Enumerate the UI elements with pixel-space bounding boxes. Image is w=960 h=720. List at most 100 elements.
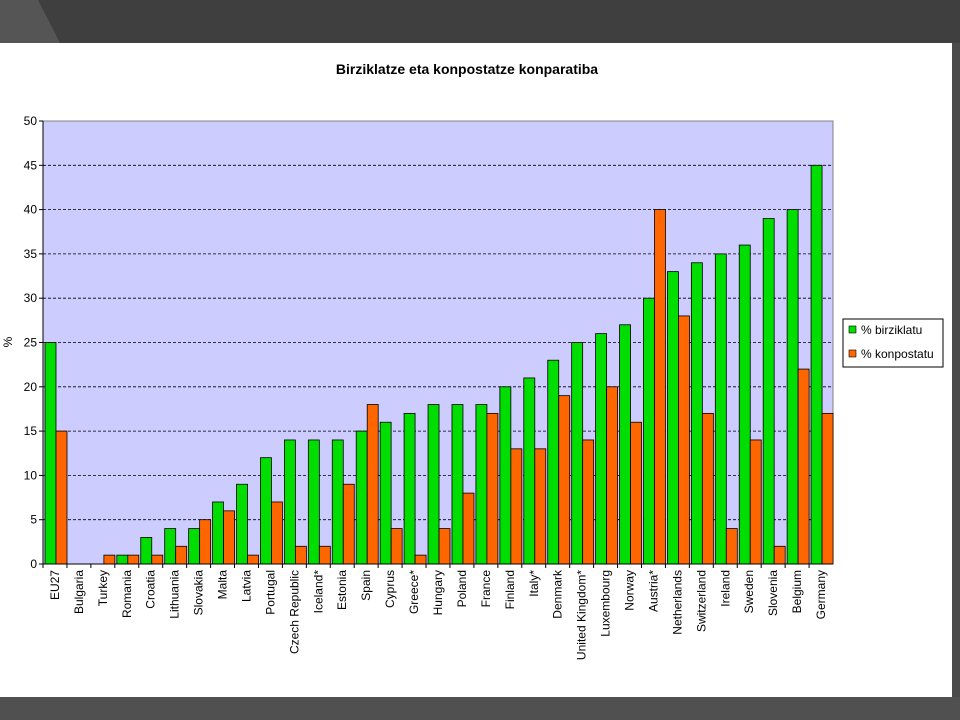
x-tick-label: Turkey: [96, 570, 110, 606]
bar-birziklatu: [164, 528, 177, 565]
x-tick-label: Hungary: [431, 570, 445, 615]
bar-konpostatu: [606, 386, 619, 565]
x-tick-label: Finland: [503, 570, 517, 609]
top-bar: [0, 0, 960, 43]
bar-birziklatu: [283, 439, 296, 565]
bar-konpostatu: [103, 554, 116, 565]
bar-konpostatu: [773, 545, 786, 565]
bar-konpostatu: [223, 510, 235, 565]
bar-birziklatu: [212, 501, 224, 565]
bar-birziklatu: [571, 342, 584, 565]
x-tick-label: Spain: [359, 570, 373, 601]
bar-konpostatu: [199, 519, 212, 565]
slide-shadow: [952, 43, 960, 720]
bar-konpostatu: [725, 528, 738, 565]
x-tick-label: Cyprus: [383, 570, 397, 608]
bar-birziklatu: [44, 342, 57, 565]
y-tick-label: 45: [24, 158, 38, 172]
bar-konpostatu: [342, 483, 355, 565]
bar-konpostatu: [318, 545, 331, 565]
x-tick-label: Greece*: [407, 570, 421, 614]
bar-konpostatu: [294, 545, 307, 565]
bar-konpostatu: [558, 395, 571, 565]
bar-birziklatu: [355, 430, 368, 565]
bar-birziklatu: [403, 412, 416, 565]
x-tick-label: France: [479, 570, 493, 608]
bar-birziklatu: [475, 404, 488, 565]
bar-konpostatu: [462, 492, 475, 565]
chart-title: Birziklatze eta konpostatze konparatiba: [336, 61, 598, 77]
bar-birziklatu: [307, 439, 320, 565]
bars: [44, 164, 834, 565]
bar-birziklatu: [451, 404, 464, 565]
x-tick-label: Austria*: [646, 570, 660, 612]
x-tick-label: Malta: [216, 570, 230, 600]
y-tick-label: 25: [24, 336, 38, 350]
bar-birziklatu: [427, 404, 440, 565]
bar-konpostatu: [390, 528, 403, 565]
bar-konpostatu: [366, 404, 379, 565]
chart: Birziklatze eta konpostatze konparatiba …: [1, 61, 944, 660]
bar-konpostatu: [797, 368, 810, 565]
bar-konpostatu: [821, 412, 834, 565]
bar-konpostatu: [414, 554, 427, 565]
x-tick-label: Slovakia: [192, 570, 206, 616]
x-tick-label: Ireland: [718, 570, 732, 607]
x-tick-label: EU27: [48, 570, 62, 600]
bar-konpostatu: [534, 448, 547, 565]
bar-konpostatu: [247, 554, 259, 565]
x-axis: EU27 Bulgaria Turkey Romania Croatia Lithuani…: [42, 564, 828, 660]
bar-birziklatu: [379, 421, 392, 565]
bar-birziklatu: [140, 537, 153, 565]
bar-birziklatu: [714, 253, 727, 565]
y-tick-label: 15: [24, 424, 38, 438]
bar-birziklatu: [523, 377, 536, 565]
x-tick-label: Sweden: [742, 570, 756, 613]
bar-birziklatu: [810, 164, 823, 565]
x-tick-label: Germany: [814, 570, 828, 619]
x-tick-label: Slovenia: [766, 570, 780, 616]
x-tick-label: Czech Republic: [287, 570, 301, 654]
x-tick-label: Belgium: [790, 570, 804, 613]
bar-konpostatu: [510, 448, 523, 565]
x-tick-label: Luxembourg: [599, 570, 613, 637]
x-tick-label: Denmark: [551, 569, 565, 619]
bar-konpostatu: [749, 439, 762, 565]
bar-birziklatu: [236, 483, 248, 565]
y-tick-label: 0: [30, 557, 37, 571]
bar-konpostatu: [654, 209, 666, 565]
bottom-bar: [0, 697, 960, 720]
y-axis-label: %: [1, 336, 15, 347]
legend-label-2: % konpostatu: [861, 347, 934, 361]
corner-decoration: [0, 0, 60, 43]
bar-birziklatu: [643, 297, 655, 565]
y-tick-label: 30: [24, 291, 38, 305]
bar-birziklatu: [619, 324, 631, 565]
y-tick-label: 50: [24, 114, 38, 128]
x-tick-label: Lithuania: [168, 570, 182, 619]
bar-konpostatu: [55, 430, 68, 565]
bar-birziklatu: [762, 218, 775, 565]
legend-label-1: % birziklatu: [861, 323, 922, 337]
legend-box: [842, 318, 944, 368]
bar-birziklatu: [738, 244, 751, 565]
x-tick-label: Croatia: [144, 570, 158, 609]
bar-konpostatu: [701, 412, 714, 565]
bar-konpostatu: [630, 421, 642, 565]
x-tick-label: Switzerland: [694, 570, 708, 632]
y-tick-label: 5: [30, 513, 37, 527]
bar-birziklatu: [667, 271, 679, 565]
x-tick-label: Netherlands: [670, 570, 684, 635]
y-tick-label: 40: [24, 203, 38, 217]
bar-konpostatu: [175, 545, 188, 565]
x-tick-label: Iceland*: [311, 570, 325, 614]
bar-konpostatu: [438, 528, 451, 565]
x-tick-label: Bulgaria: [72, 570, 86, 614]
bar-birziklatu: [116, 554, 129, 565]
legend-swatch-2: [848, 349, 857, 358]
x-tick-label: Italy*: [527, 570, 541, 597]
bar-birziklatu: [260, 457, 272, 565]
y-axis: 0 5 10 15 20 25 30 35 40 45 50: [24, 114, 833, 571]
x-tick-label: United Kingdom*: [575, 570, 589, 660]
legend-swatch-1: [848, 325, 857, 334]
